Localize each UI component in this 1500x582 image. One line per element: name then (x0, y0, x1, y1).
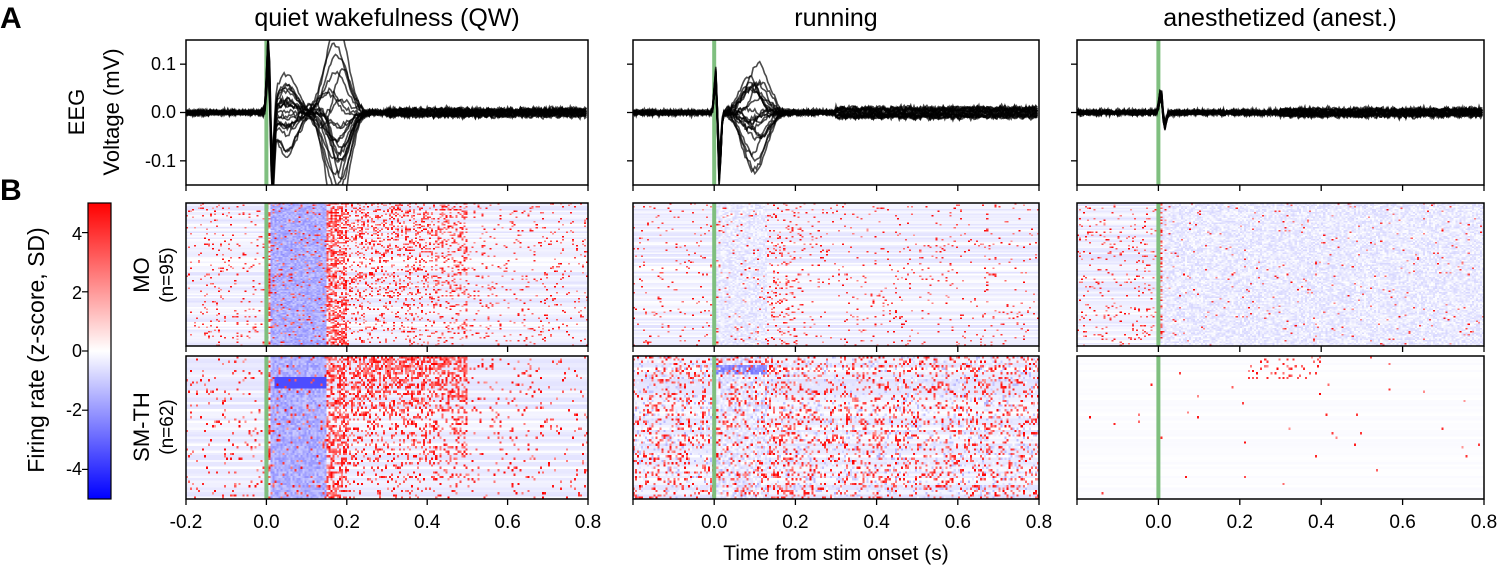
heatmap-axes-frame (1076, 355, 1485, 500)
eeg-trace (186, 40, 587, 155)
colorbar-tick-neg2: -2 (66, 400, 82, 420)
region-n-mo: (n=95) (157, 247, 178, 302)
mo-heatmap-qw (186, 203, 588, 346)
x-tick-label: 0.8 (575, 512, 601, 533)
eeg-trace (186, 58, 588, 157)
eeg-trace (186, 69, 587, 185)
eeg-trace (186, 40, 587, 185)
smth-heatmap-running (633, 356, 1039, 499)
colorbar-tick-0: 0 (72, 341, 82, 361)
region-label-mo: MO (129, 257, 154, 292)
heatmap-axes-frame (1076, 202, 1485, 347)
x-tick-label: 0.4 (1308, 512, 1335, 533)
x-tick-label: 0.4 (863, 512, 890, 533)
x-tick-label: 0.6 (494, 512, 520, 533)
x-tick-label: 0.4 (414, 512, 441, 533)
eeg-trace (186, 40, 588, 163)
smth-heatmap-qw (186, 356, 588, 499)
x-tick-label: 0.2 (782, 512, 808, 533)
colorbar-tick-neg4: -4 (66, 459, 82, 479)
x-tick-label: 0.2 (334, 512, 360, 533)
eeg-trace (186, 49, 587, 185)
heatmap-axes-frame (632, 202, 1040, 347)
panel-label-b: B (0, 174, 22, 207)
smth-heatmap-anest (1077, 356, 1484, 499)
x-tick-label: -0.2 (170, 512, 203, 533)
colorbar (87, 202, 112, 500)
eeg-ytick-label-0.1: 0.1 (151, 54, 176, 74)
eeg-trace (633, 79, 1038, 177)
title-running: running (794, 4, 877, 32)
eeg-trace (633, 76, 1038, 180)
x-tick-label: 0.2 (1227, 512, 1253, 533)
eeg-trace (633, 82, 1039, 185)
eeg-trace (633, 79, 1038, 180)
eeg-trace (633, 81, 1038, 166)
eeg-trace (633, 68, 1038, 171)
colorbar-tick-2: 2 (72, 283, 82, 303)
x-tick-label: 0.8 (1471, 512, 1497, 533)
eeg-trace (1077, 91, 1483, 125)
eeg-ylabel-2: Voltage (mV) (99, 48, 124, 175)
eeg-ylabel-1: EEG (64, 89, 89, 135)
eeg-trace (186, 53, 587, 185)
eeg-ytick-label-neg0.1: -0.1 (145, 151, 176, 171)
eeg-trace (1077, 95, 1483, 129)
eeg-trace (186, 53, 587, 185)
eeg-trace (186, 50, 587, 157)
x-tick-label: 0.8 (1026, 512, 1052, 533)
heatmap-axes-frame (185, 355, 589, 500)
eeg-trace (186, 53, 587, 185)
panel-label-a: A (0, 2, 22, 35)
title-anest: anesthetized (anest.) (1163, 4, 1396, 32)
eeg-trace (633, 75, 1039, 185)
mo-heatmap-running (633, 203, 1039, 346)
eeg-trace (633, 76, 1039, 176)
region-label-smth: SM-TH (129, 392, 154, 462)
title-qw: quiet wakefulness (QW) (254, 4, 519, 32)
eeg-ytick-label-0.0: 0.0 (151, 102, 176, 122)
eeg-trace (633, 75, 1039, 174)
region-n-smth: (n=62) (157, 399, 178, 454)
heatmap-axes-frame (632, 355, 1040, 500)
eeg-trace (633, 74, 1038, 182)
heatmap-axes-frame (185, 202, 589, 347)
x-tick-label: 0.6 (1389, 512, 1415, 533)
colorbar-tick-4: 4 (72, 224, 82, 244)
eeg-trace (633, 83, 1039, 163)
eeg-trace (186, 58, 587, 185)
x-axis-label: Time from stim onset (s) (723, 542, 949, 565)
eeg-trace (186, 74, 588, 185)
colorbar-label: Firing rate (z-score, SD) (23, 227, 49, 472)
eeg-trace (633, 71, 1038, 167)
eeg-trace (633, 80, 1038, 173)
eeg-trace (186, 64, 587, 182)
x-tick-label: 0.6 (945, 512, 971, 533)
eeg-trace (633, 80, 1038, 167)
x-tick-label: 0.0 (701, 512, 727, 533)
eeg-trace (633, 72, 1038, 168)
eeg-trace (186, 43, 587, 185)
eeg-trace (633, 80, 1038, 176)
eeg-trace (633, 82, 1038, 169)
mo-heatmap-anest (1077, 203, 1484, 346)
x-tick-label: 0.0 (1145, 512, 1171, 533)
eeg-trace (633, 70, 1039, 171)
eeg-trace (186, 61, 587, 185)
x-tick-label: 0.0 (253, 512, 279, 533)
